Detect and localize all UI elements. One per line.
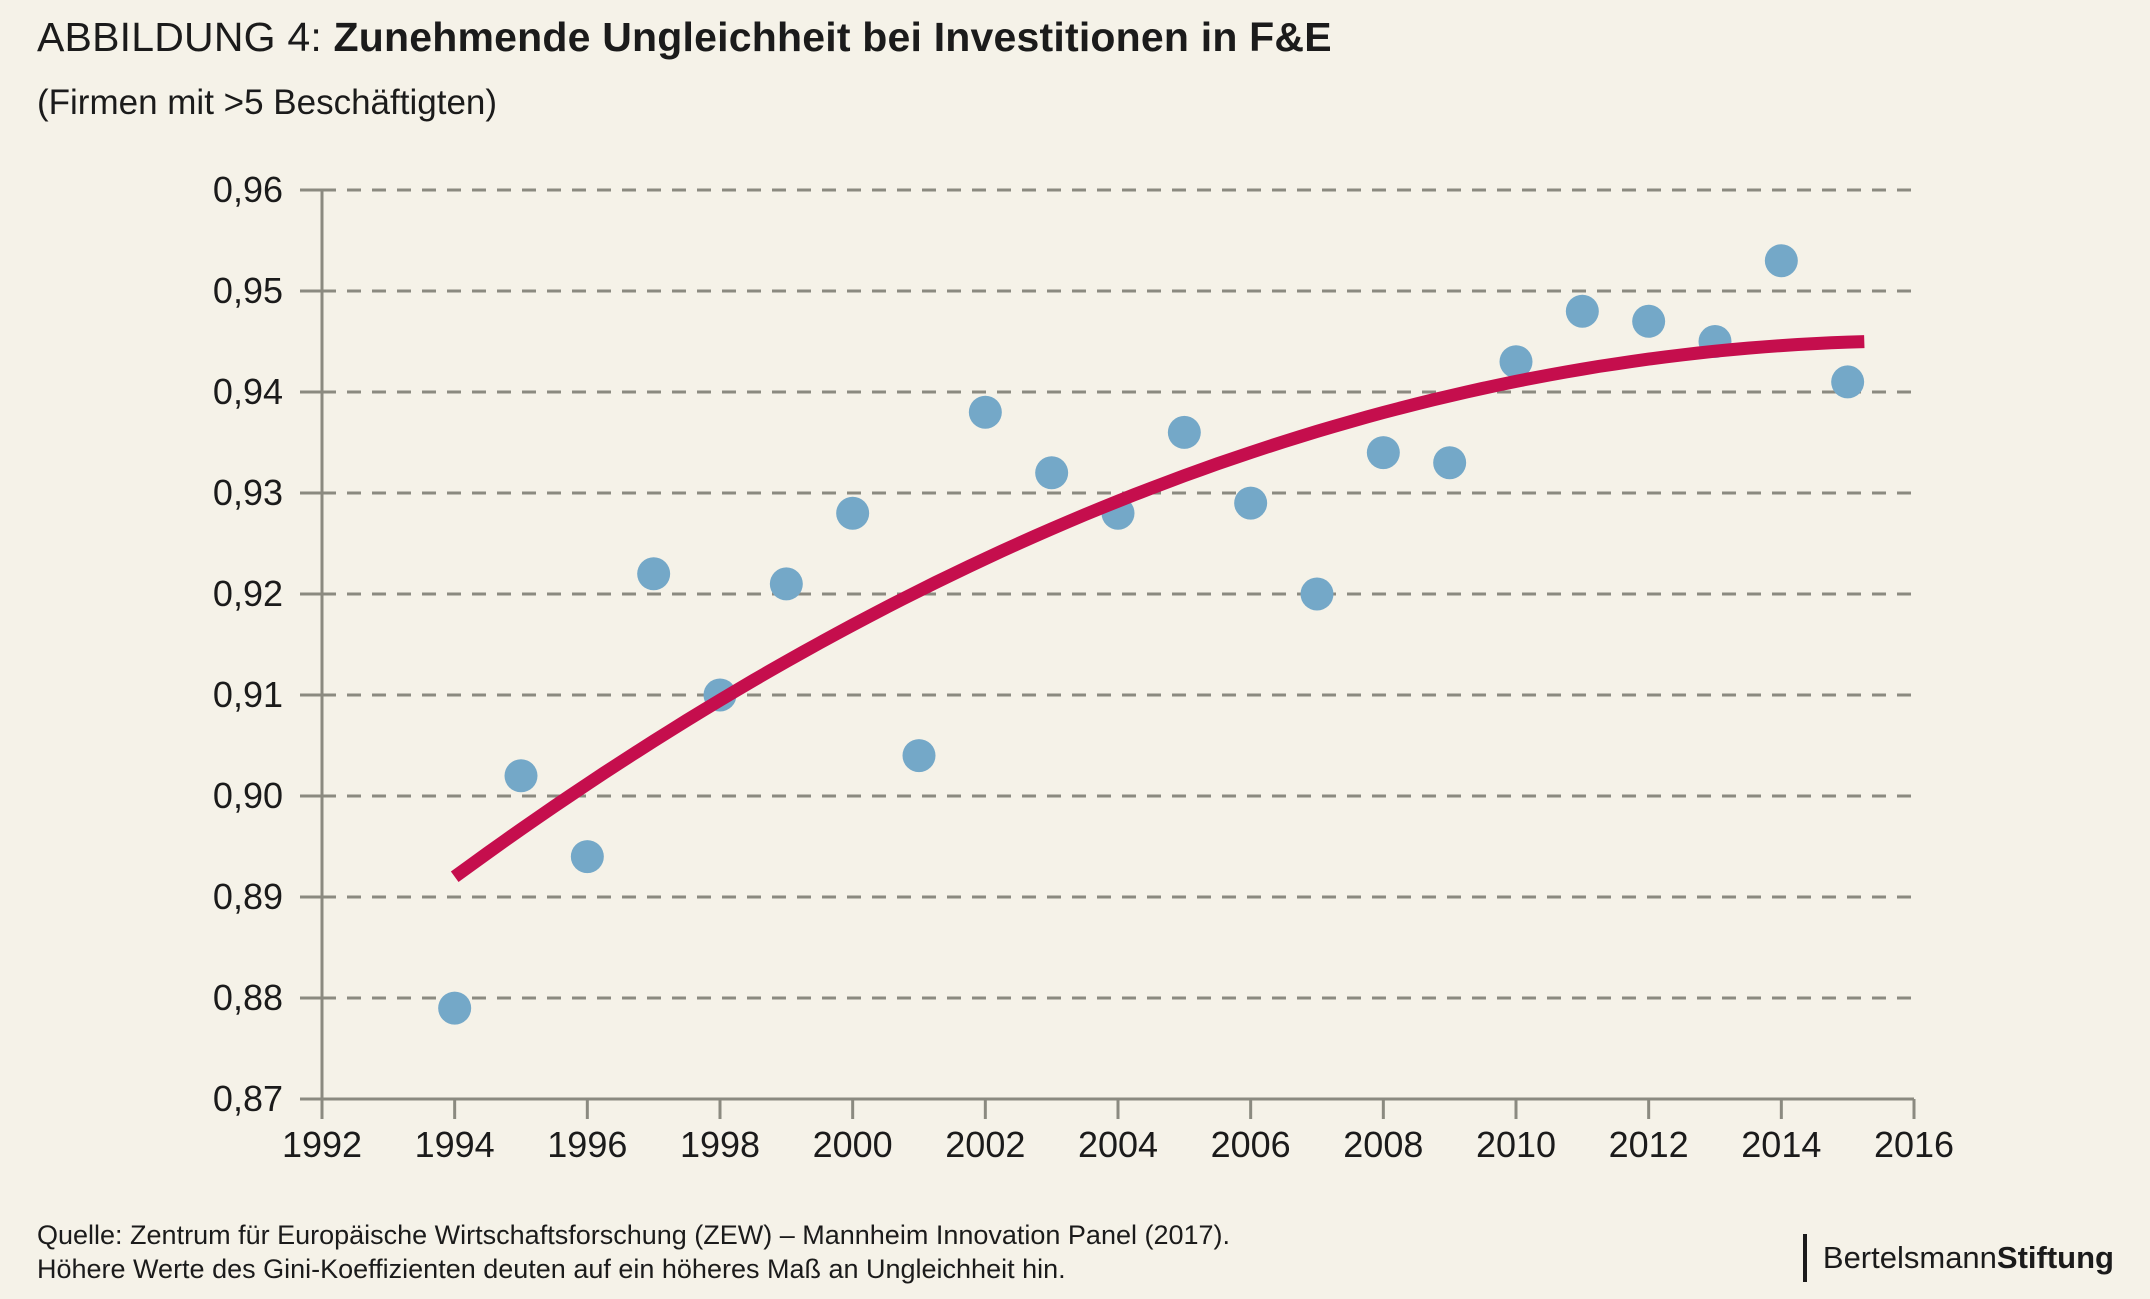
- data-point-1994: [438, 991, 472, 1025]
- x-tick-label: 2008: [1343, 1124, 1423, 1165]
- data-point-2001: [902, 739, 936, 773]
- axes: [300, 188, 1916, 1119]
- chart-header: ABBILDUNG 4: Zunehmende Ungleichheit bei…: [37, 14, 1332, 123]
- data-point-2002: [968, 395, 1002, 429]
- data-point-2015: [1831, 365, 1865, 399]
- logo-text: BertelsmannStiftung: [1823, 1240, 2114, 1276]
- data-point-2007: [1300, 577, 1334, 611]
- trend-line: [450, 335, 1865, 883]
- data-point-2003: [1035, 456, 1069, 490]
- y-tick-label: 0,90: [213, 775, 283, 816]
- data-point-2006: [1234, 486, 1268, 520]
- axis-labels: 0,87 0,88 0,89 0,90 0,91 0,92 0,93 0,94 0,95 0,96…: [213, 169, 1954, 1165]
- page-subtitle: (Firmen mit >5 Beschäftigten): [37, 83, 498, 122]
- x-tick-label: 1998: [680, 1124, 760, 1165]
- y-tick-label: 0,95: [213, 270, 283, 311]
- data-point-2012: [1632, 304, 1666, 338]
- title-main: Zunehmende Ungleichheit bei Investitione…: [333, 14, 1332, 60]
- data-point-2009: [1433, 446, 1467, 480]
- data-point-1997: [637, 557, 671, 591]
- x-tick-label: 2002: [945, 1124, 1025, 1165]
- y-tick-label: 0,87: [213, 1078, 283, 1119]
- y-tick-label: 0,96: [213, 169, 283, 210]
- y-tick-label: 0,91: [213, 674, 283, 715]
- data-point-1999: [769, 567, 803, 601]
- gridlines: [322, 188, 1914, 1000]
- logo-suffix: Stiftung: [1996, 1240, 2114, 1275]
- data-point-1996: [570, 840, 604, 874]
- x-tick-label: 2010: [1476, 1124, 1556, 1165]
- y-tick-label: 0,92: [213, 573, 283, 614]
- x-tick-label: 1994: [415, 1124, 495, 1165]
- data-point-2008: [1366, 436, 1400, 470]
- x-tick-label: 2012: [1609, 1124, 1689, 1165]
- page-title: ABBILDUNG 4: Zunehmende Ungleichheit bei…: [37, 14, 1332, 61]
- source-line-2: Höhere Werte des Gini-Koeffizienten deut…: [37, 1254, 1066, 1284]
- logo-name: Bertelsmann: [1822, 1240, 1997, 1275]
- title-prefix: ABBILDUNG 4:: [37, 14, 334, 60]
- x-tick-label: 2000: [813, 1124, 893, 1165]
- y-tick-label: 0,94: [213, 371, 283, 412]
- source-note: Quelle: Zentrum für Europäische Wirtscha…: [37, 1218, 1230, 1286]
- y-tick-label: 0,88: [213, 977, 283, 1018]
- y-tick-label: 0,93: [213, 472, 283, 513]
- x-tick-label: 1992: [282, 1124, 362, 1165]
- y-tick-label: 0,89: [213, 876, 283, 917]
- data-point-2010: [1499, 345, 1533, 379]
- x-tick-label: 2004: [1078, 1124, 1158, 1165]
- data-point-2014: [1764, 244, 1798, 278]
- x-tick-label: 2006: [1211, 1124, 1291, 1165]
- logo-bar-icon: [1802, 1234, 1807, 1282]
- source-line-1: Quelle: Zentrum für Europäische Wirtscha…: [37, 1220, 1231, 1250]
- x-tick-label: 1996: [547, 1124, 627, 1165]
- data-point-2011: [1565, 294, 1599, 328]
- data-point-2000: [836, 496, 870, 530]
- bertelsmann-logo: BertelsmannStiftung: [1802, 1234, 2114, 1282]
- x-tick-label: 2014: [1741, 1124, 1821, 1165]
- x-tick-label: 2016: [1874, 1124, 1954, 1165]
- data-point-1995: [504, 759, 538, 793]
- data-point-2005: [1167, 415, 1201, 449]
